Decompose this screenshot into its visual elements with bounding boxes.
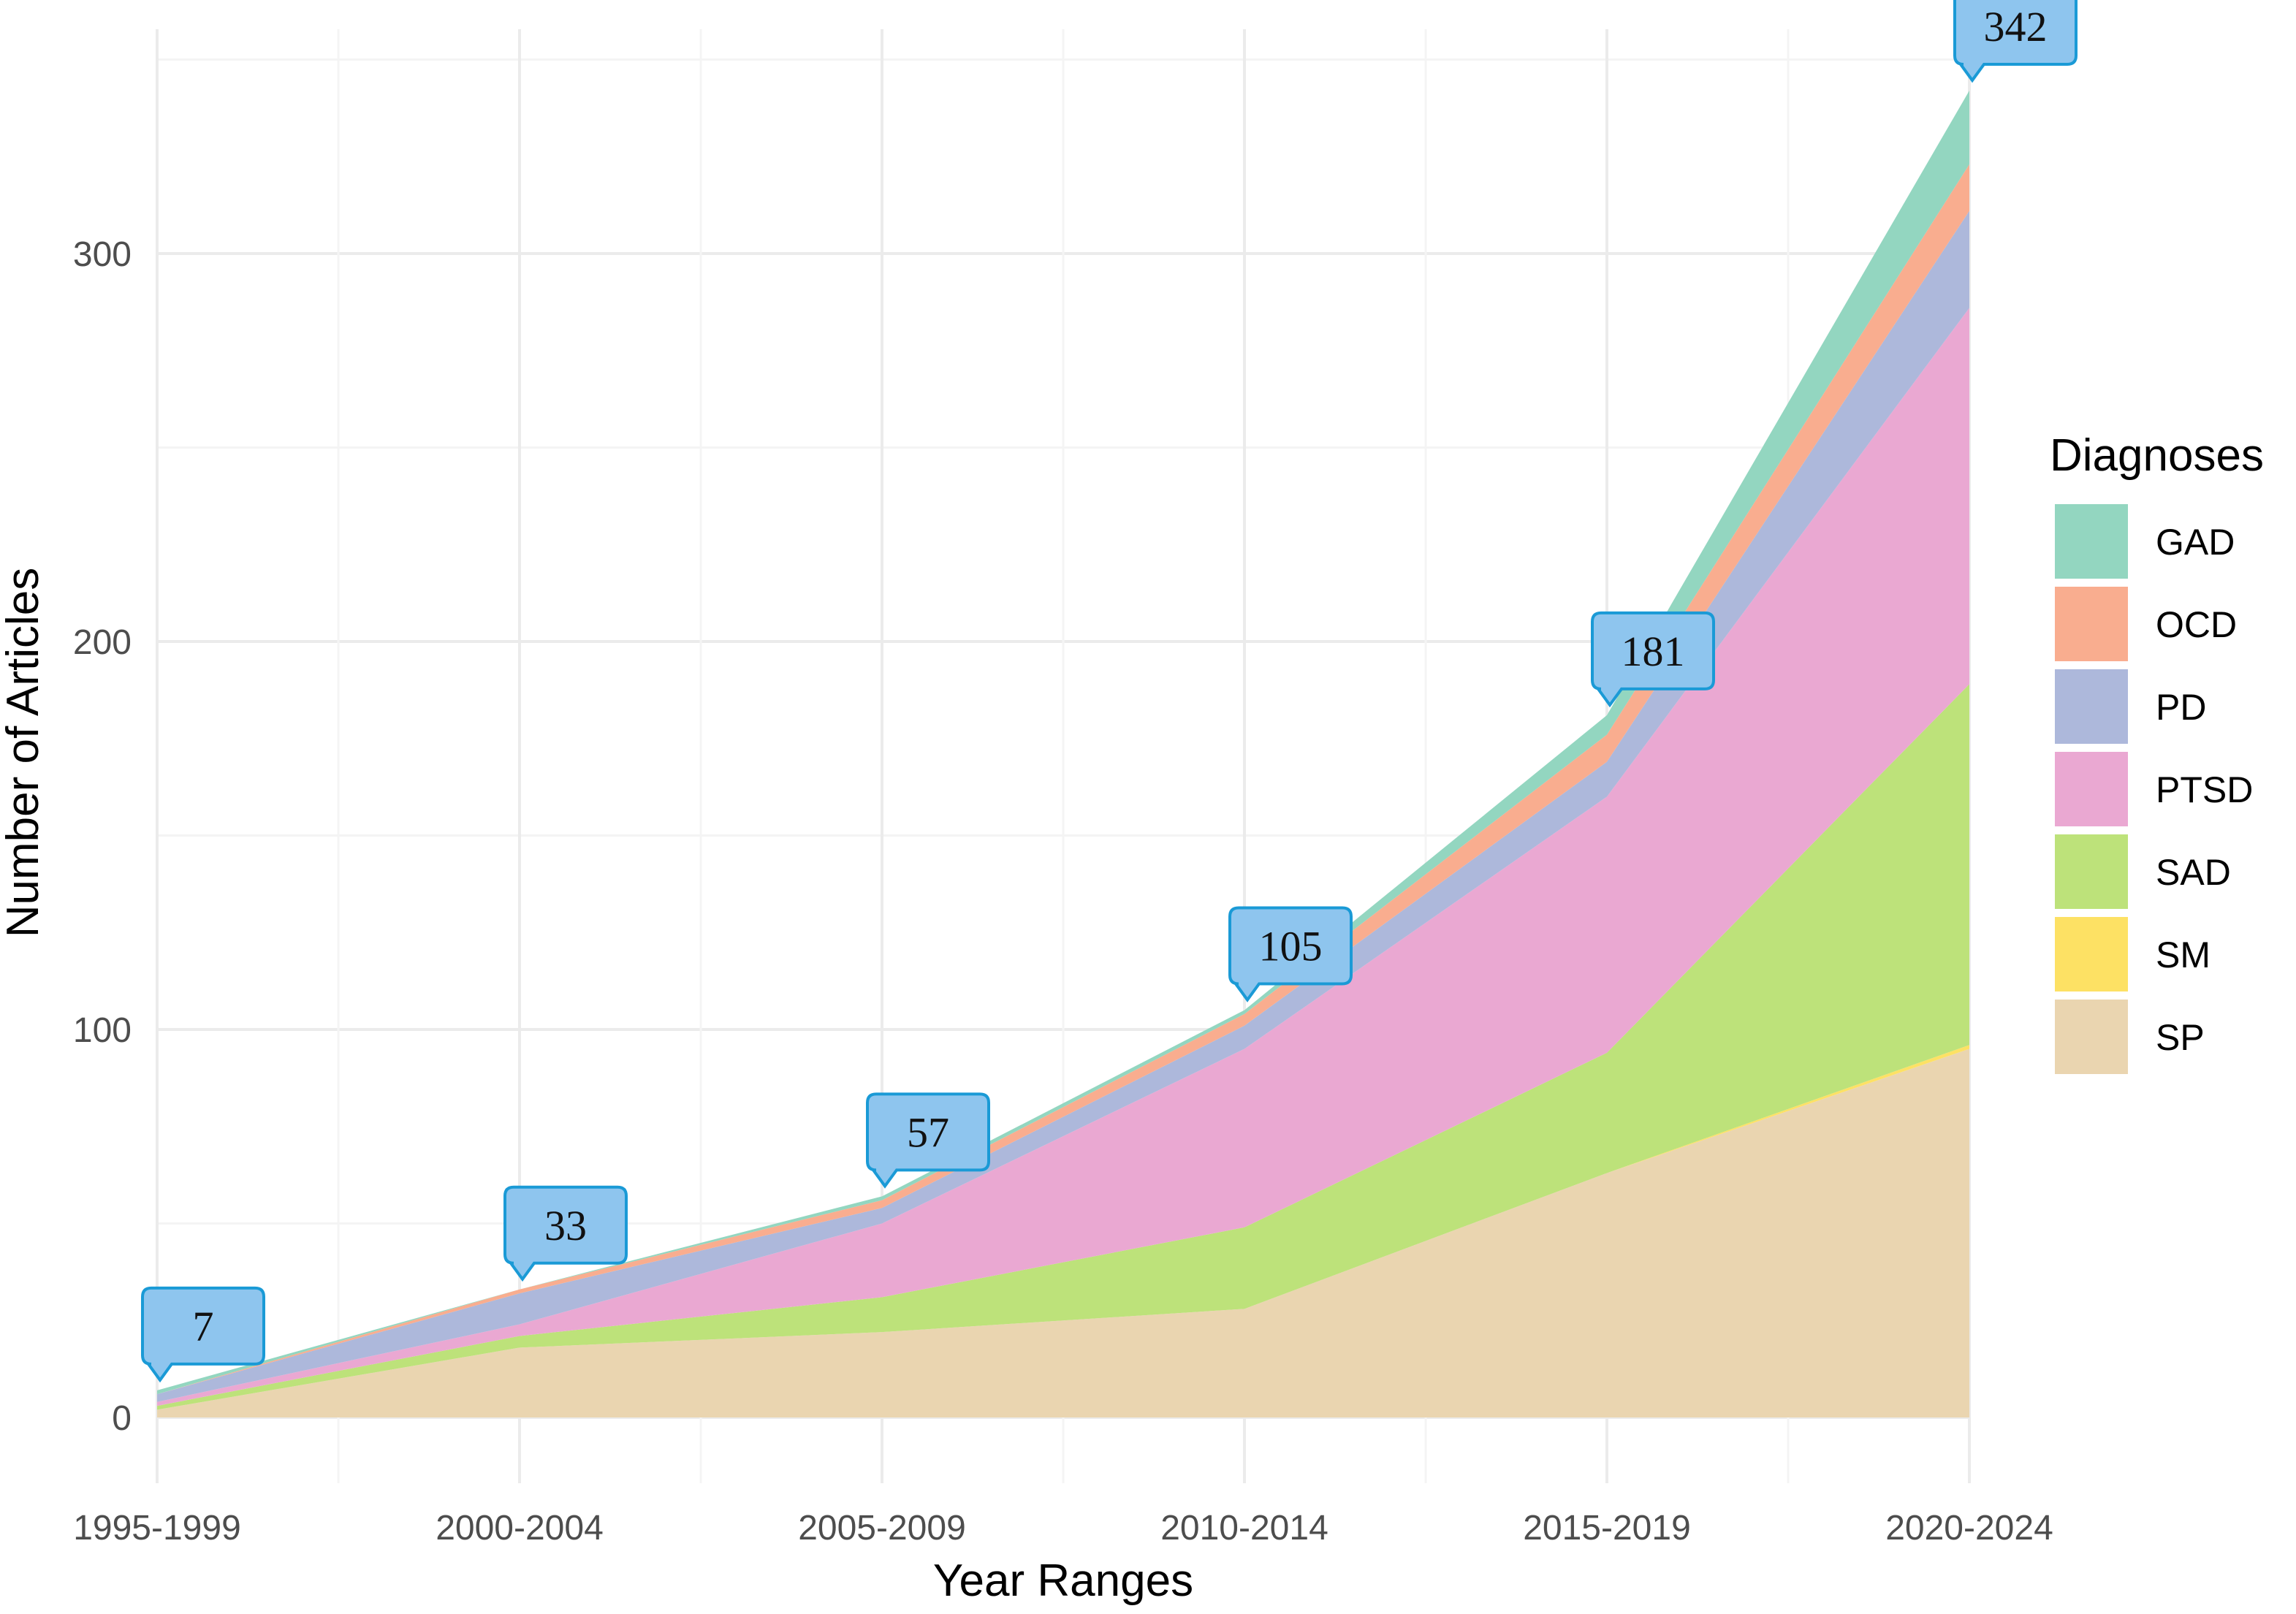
legend-key-gad [2055,504,2128,579]
total-callout: 33 [503,1185,628,1282]
y-axis-ticks: 0 100 200 300 [73,235,132,1438]
callout-bubble [866,1092,990,1189]
legend-key-ptsd [2055,752,2128,826]
total-callout: 181 [1591,611,1715,708]
total-callout: 105 [1228,906,1353,1002]
y-tick-label: 200 [73,623,132,662]
legend: Diagnoses GAD OCD PD PTSD SAD SM SP [2050,430,2264,1074]
total-callout: 7 [141,1286,265,1383]
callout-value: 105 [1259,922,1323,970]
x-tick-label: 2020-2024 [1885,1509,2053,1548]
area-sad [157,684,1969,1410]
legend-key-sad [2055,834,2128,909]
y-tick-label: 300 [73,235,132,274]
callout-value: 7 [193,1303,214,1350]
area-sp [157,1048,1969,1417]
x-tick-label: 2000-2004 [436,1509,604,1548]
legend-key-ocd [2055,587,2128,661]
legend-title: Diagnoses [2050,430,2264,481]
total-callouts: 7 33 57 105 181 342 [141,0,2078,1383]
callout-bubble [141,1286,265,1383]
callout-bubble [1953,0,2078,83]
callout-value: 181 [1622,628,1685,675]
total-callout: 57 [866,1092,990,1189]
callout-value: 57 [907,1108,949,1156]
y-tick-label: 100 [73,1011,132,1050]
legend-label: SP [2156,1017,2205,1058]
x-tick-label: 1995-1999 [73,1509,241,1548]
legend-key-sm [2055,917,2128,991]
legend-label: PTSD [2156,769,2253,810]
callout-bubble [503,1185,628,1282]
x-tick-label: 2015-2019 [1523,1509,1691,1548]
x-axis-ticks: 1995-1999 2000-2004 2005-2009 2010-2014 2015… [73,1509,2053,1548]
callout-bubble [1228,906,1353,1002]
legend-label: OCD [2156,604,2237,645]
legend-label: SM [2156,934,2211,975]
legend-key-pd [2055,669,2128,744]
y-tick-label: 0 [112,1399,132,1438]
x-tick-label: 2010-2014 [1160,1509,1328,1548]
legend-label: GAD [2156,522,2235,563]
total-callout: 342 [1953,0,2078,83]
x-tick-label: 2005-2009 [798,1509,966,1548]
legend-label: PD [2156,687,2206,728]
legend-key-sp [2055,1000,2128,1074]
legend-label: SAD [2156,852,2231,893]
callout-value: 33 [544,1202,587,1249]
x-axis-title: Year Ranges [933,1556,1193,1606]
area-series [157,90,1969,1417]
callout-bubble [1591,611,1715,708]
area-ptsd [157,308,1969,1406]
callout-value: 342 [1984,3,2048,50]
y-axis-title: Number of Articles [0,568,48,938]
